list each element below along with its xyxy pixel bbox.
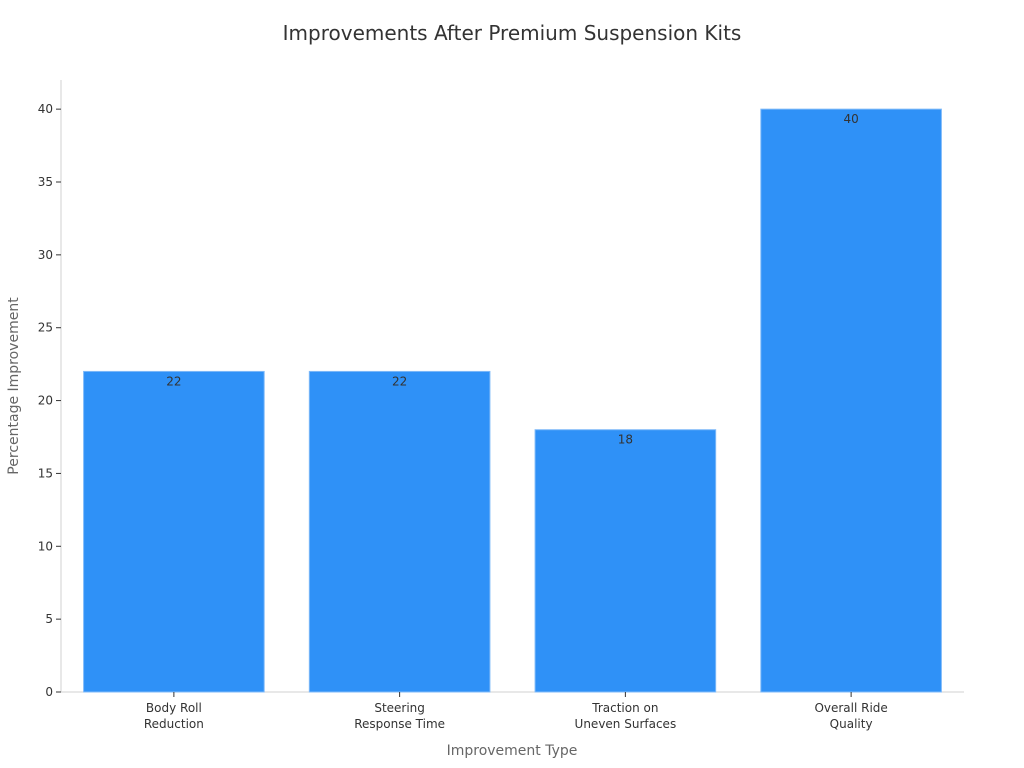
y-tick-label: 10 bbox=[38, 539, 53, 553]
x-tick-label: Reduction bbox=[144, 717, 204, 731]
x-tick-label: Response Time bbox=[354, 717, 445, 731]
bar-value-label: 18 bbox=[618, 433, 633, 447]
x-tick-label: Uneven Surfaces bbox=[575, 717, 677, 731]
chart-title: Improvements After Premium Suspension Ki… bbox=[283, 21, 742, 45]
y-axis-label: Percentage Improvement bbox=[6, 297, 22, 475]
x-tick-label: Quality bbox=[830, 717, 873, 731]
y-tick-label: 20 bbox=[38, 394, 53, 408]
y-tick-label: 30 bbox=[38, 248, 53, 262]
bar bbox=[308, 370, 491, 693]
bar bbox=[534, 429, 717, 693]
bar bbox=[83, 370, 265, 693]
y-tick-label: 5 bbox=[45, 612, 53, 626]
plot-area: 0 5 10 15 20 25 30 35 40 22 Body Roll Reduction 22 St… bbox=[38, 80, 964, 731]
bar bbox=[760, 108, 942, 693]
y-tick-label: 40 bbox=[38, 102, 53, 116]
x-axis-label: Improvement Type bbox=[447, 743, 578, 759]
bar-value-label: 22 bbox=[392, 374, 407, 388]
bar-value-label: 22 bbox=[166, 374, 181, 388]
y-tick-label: 15 bbox=[38, 466, 53, 480]
y-tick-label: 0 bbox=[45, 685, 53, 699]
x-tick-label: Body Roll bbox=[146, 701, 202, 715]
bar-value-label: 40 bbox=[843, 112, 858, 126]
x-tick-label: Overall Ride bbox=[814, 701, 887, 715]
y-tick-label: 35 bbox=[38, 175, 53, 189]
x-tick-label: Steering bbox=[374, 701, 425, 715]
y-tick-label: 25 bbox=[38, 321, 53, 335]
x-tick-label: Traction on bbox=[591, 701, 658, 715]
